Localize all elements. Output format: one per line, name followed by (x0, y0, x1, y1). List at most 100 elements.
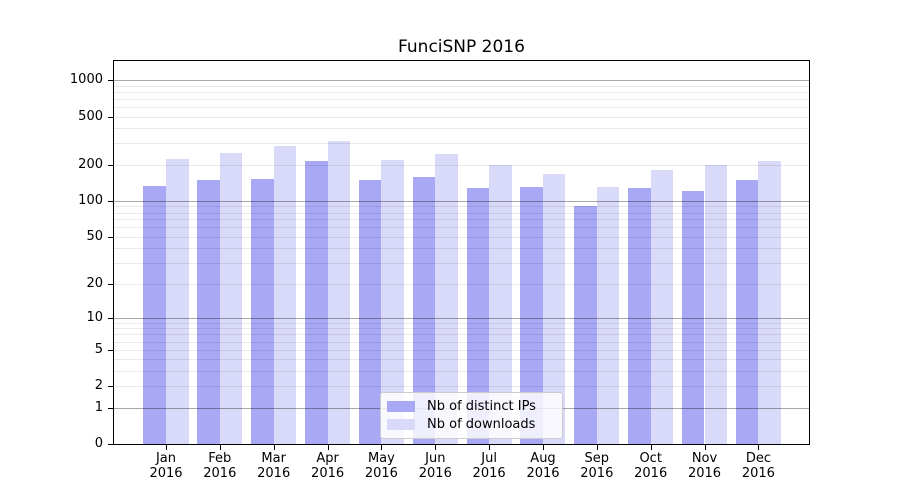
x-tick-label-may: May 2016 (364, 451, 398, 481)
legend-entry-downloads: Nb of downloads (387, 417, 556, 432)
x-tick-jul (489, 445, 491, 450)
gridline-300 (114, 143, 809, 145)
x-tick-jun (435, 445, 437, 450)
y-tick-1 (108, 407, 113, 409)
gridline-70 (114, 219, 809, 221)
y-tick-500 (108, 116, 113, 118)
x-tick-nov (704, 445, 706, 450)
y-tick-label-50: 50 (86, 228, 103, 244)
gridline-90 (114, 206, 809, 208)
gridlines-layer (114, 61, 809, 444)
bar-downloads-mar (273, 145, 297, 444)
y-tick-label-1000: 1000 (69, 72, 103, 87)
x-tick-aug (543, 445, 544, 450)
x-tick-label-jan: Jan 2016 (149, 451, 183, 481)
gridline-100 (114, 200, 809, 202)
gridline-7 (114, 334, 809, 336)
bar-downloads-apr (327, 140, 351, 444)
x-tick-label-oct: Oct 2016 (634, 451, 668, 481)
bar-ips-may (358, 179, 382, 444)
bar-ips-aug (520, 187, 543, 444)
bar-downloads-dec (758, 160, 781, 444)
x-tick-label-feb: Feb 2016 (203, 451, 237, 481)
legend-swatch-distinct-ips-icon (387, 400, 415, 412)
x-tick-may (381, 445, 383, 450)
gridline-4 (114, 359, 809, 361)
gridline-400 (114, 128, 809, 130)
gridline-9 (114, 322, 809, 324)
bar-downloads-may (381, 159, 404, 444)
x-tick-sep (596, 445, 598, 450)
x-tick-apr (327, 445, 329, 450)
legend-label-downloads: Nb of downloads (427, 417, 536, 433)
y-tick-200 (108, 164, 113, 166)
gridline-2 (114, 386, 809, 388)
x-tick-label-apr: Apr 2016 (311, 451, 345, 481)
bar-ips-jun (412, 177, 436, 444)
bar-ips-dec (735, 180, 759, 444)
gridline-10 (114, 317, 809, 319)
legend: Nb of distinct IPs Nb of downloads (380, 392, 563, 439)
gridline-20 (114, 283, 809, 285)
y-tick-label-1: 1 (94, 399, 103, 415)
y-tick-label-2: 2 (94, 378, 103, 394)
gridline-5 (114, 349, 809, 351)
bar-downloads-nov (704, 164, 728, 444)
x-tick-mar (273, 445, 275, 450)
bar-downloads-feb (219, 153, 243, 444)
gridline-8 (114, 328, 809, 330)
y-tick-0 (108, 444, 113, 445)
bar-ips-nov (681, 190, 705, 444)
y-tick-label-100: 100 (78, 192, 103, 208)
bar-ips-jul (466, 188, 490, 444)
gridline-60 (114, 227, 809, 229)
bar-downloads-jan (166, 158, 189, 444)
x-tick-label-nov: Nov 2016 (687, 451, 722, 481)
gridline-80 (114, 212, 809, 214)
x-tick-oct (650, 445, 652, 450)
bar-downloads-oct (650, 169, 674, 444)
bar-ips-feb (197, 180, 220, 444)
bar-downloads-sep (596, 187, 620, 444)
bar-ips-jan (143, 186, 166, 444)
gridline-1000 (114, 80, 809, 81)
gridline-900 (114, 85, 809, 87)
y-tick-1000 (108, 80, 113, 81)
x-tick-label-mar: Mar 2016 (257, 451, 291, 481)
y-tick-50 (108, 236, 113, 238)
gridline-6 (114, 341, 809, 343)
bar-ips-sep (574, 206, 597, 444)
bars-layer (114, 61, 809, 444)
x-tick-feb (219, 445, 221, 450)
gridline-30 (114, 263, 809, 265)
y-tick-label-5: 5 (94, 341, 103, 357)
x-tick-dec (758, 445, 760, 450)
y-tick-20 (108, 283, 113, 285)
gridline-40 (114, 248, 809, 250)
bar-ips-oct (628, 188, 651, 444)
gridline-800 (114, 91, 809, 93)
gridline-500 (114, 116, 809, 118)
bar-ips-mar (251, 179, 274, 444)
gridline-3 (114, 371, 809, 372)
legend-label-distinct-ips: Nb of distinct IPs (427, 398, 536, 414)
x-tick-label-aug: Aug 2016 (526, 451, 560, 481)
y-tick-2 (108, 386, 113, 388)
y-tick-label-20: 20 (86, 275, 103, 291)
x-tick-jan (166, 445, 167, 450)
x-tick-label-jul: Jul 2016 (472, 451, 506, 481)
gridline-200 (114, 164, 809, 166)
gridline-50 (114, 236, 809, 238)
x-tick-label-dec: Dec 2016 (741, 451, 775, 481)
y-tick-100 (108, 200, 113, 202)
x-tick-label-sep: Sep 2016 (580, 451, 614, 481)
legend-swatch-downloads-icon (387, 419, 415, 431)
plot-area (113, 60, 810, 445)
y-tick-label-500: 500 (78, 108, 103, 124)
y-tick-10 (108, 317, 113, 319)
bar-downloads-aug (542, 173, 566, 444)
chart-title: FunciSNP 2016 (398, 37, 525, 57)
y-tick-label-0: 0 (94, 436, 103, 451)
gridline-600 (114, 106, 809, 108)
